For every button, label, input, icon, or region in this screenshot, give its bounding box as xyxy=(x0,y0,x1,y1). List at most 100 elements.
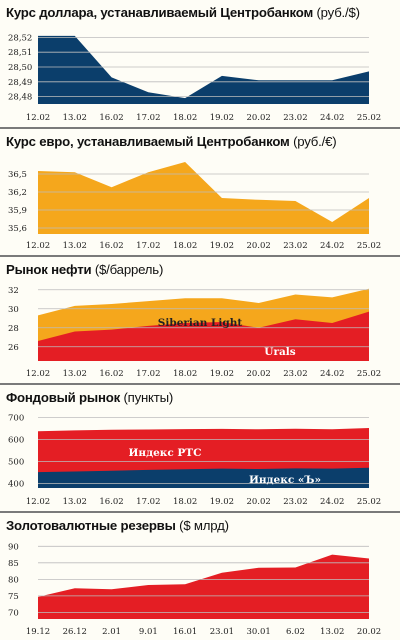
x-tick-label: 12.02 xyxy=(26,113,50,123)
y-tick-label: 600 xyxy=(8,435,24,445)
x-tick-label: 9.01 xyxy=(139,627,158,637)
x-tick-label: 16.02 xyxy=(99,369,123,379)
x-tick-label: 23.02 xyxy=(283,497,307,507)
x-tick-label: 18.02 xyxy=(173,113,197,123)
x-tick-label: 24.02 xyxy=(320,497,344,507)
x-tick-label: 24.02 xyxy=(320,113,344,123)
x-tick-label: 12.02 xyxy=(26,241,50,251)
x-tick-label: 26.12 xyxy=(63,627,87,637)
x-tick-label: 19.02 xyxy=(210,497,234,507)
x-tick-label: 16.02 xyxy=(99,113,123,123)
x-tick-label: 23.01 xyxy=(210,627,234,637)
y-tick-label: 90 xyxy=(8,542,19,552)
x-tick-label: 25.02 xyxy=(357,497,381,507)
usd-panel: Курс доллара, устанавливаемый Центробанк… xyxy=(0,0,400,126)
y-tick-label: 85 xyxy=(8,559,19,569)
y-tick-label: 75 xyxy=(8,592,19,602)
series-label: Индекс РТС xyxy=(129,447,202,459)
x-tick-label: 13.02 xyxy=(63,497,87,507)
eur-title: Курс евро, устанавливаемый Центробанком … xyxy=(6,134,337,149)
separator xyxy=(0,511,400,513)
x-tick-label: 25.02 xyxy=(357,369,381,379)
y-tick-label: 70 xyxy=(8,608,19,618)
x-tick-label: 17.02 xyxy=(136,497,160,507)
y-tick-label: 28,49 xyxy=(8,78,32,88)
x-tick-label: 20.02 xyxy=(246,369,270,379)
y-tick-label: 28 xyxy=(8,324,19,334)
y-tick-label: 400 xyxy=(8,480,24,490)
y-tick-label: 32 xyxy=(8,286,19,296)
x-tick-label: 20.02 xyxy=(246,497,270,507)
y-tick-label: 35,9 xyxy=(8,206,27,216)
x-tick-label: 13.02 xyxy=(63,369,87,379)
y-tick-label: 28,52 xyxy=(8,33,32,43)
x-tick-label: 23.02 xyxy=(283,369,307,379)
x-tick-label: 12.02 xyxy=(26,497,50,507)
x-tick-label: 13.02 xyxy=(63,241,87,251)
stock-title: Фондовый рынок (пункты) xyxy=(6,390,174,405)
eur-chart: 36,5 36,2 35,9 35,6 12.02 13.02 16.02 17.02 18.0… xyxy=(8,162,381,251)
reserves-title: Золотовалютные резервы ($ млрд) xyxy=(6,518,229,533)
oil-panel: Рынок нефти ($/баррель) 32 30 28 26 12.02 13.… xyxy=(0,257,400,382)
x-tick-label: 17.02 xyxy=(136,369,160,379)
series-label: Siberian Light xyxy=(158,317,243,329)
x-tick-label: 16.02 xyxy=(99,241,123,251)
area-series xyxy=(38,554,369,619)
x-tick-label: 18.02 xyxy=(173,369,197,379)
usd-chart: 28,52 28,51 28,50 28,49 28,48 12.02 13.02 16.02… xyxy=(8,33,381,123)
y-tick-label: 36,5 xyxy=(8,170,27,180)
usd-title: Курс доллара, устанавливаемый Центробанк… xyxy=(6,5,360,20)
series-label: Urals xyxy=(264,346,295,358)
y-tick-label: 35,6 xyxy=(8,224,27,234)
y-tick-label: 28,51 xyxy=(8,48,32,58)
stock-panel: Фондовый рынок (пункты) 700 600 500 400 12.0… xyxy=(0,385,400,510)
x-tick-label: 30.01 xyxy=(246,627,270,637)
x-tick-label: 16.02 xyxy=(99,497,123,507)
area-series xyxy=(38,311,369,361)
x-tick-label: 25.02 xyxy=(357,113,381,123)
x-tick-label: 20.02 xyxy=(246,113,270,123)
x-tick-label: 18.02 xyxy=(173,241,197,251)
y-tick-label: 28,50 xyxy=(8,63,32,73)
x-tick-label: 19.02 xyxy=(210,369,234,379)
x-tick-label: 19.02 xyxy=(210,241,234,251)
oil-chart: 32 30 28 26 12.02 13.02 16.02 17.02 18.02 19.02 20… xyxy=(8,286,381,379)
x-tick-label: 24.02 xyxy=(320,241,344,251)
x-tick-label: 24.02 xyxy=(320,369,344,379)
separator xyxy=(0,255,400,257)
area-series xyxy=(38,467,369,488)
x-tick-label: 25.02 xyxy=(357,241,381,251)
x-tick-label: 2.01 xyxy=(102,627,121,637)
x-tick-label: 23.02 xyxy=(283,113,307,123)
x-tick-label: 17.02 xyxy=(136,241,160,251)
reserves-chart: 90 85 80 75 70 19.12 26.12 2.01 9.01 16.01 23.01 30… xyxy=(8,542,381,637)
x-tick-label: 17.02 xyxy=(136,113,160,123)
x-tick-label: 19.12 xyxy=(26,627,50,637)
x-tick-label: 20.02 xyxy=(357,627,381,637)
x-tick-label: 13.02 xyxy=(63,113,87,123)
x-tick-label: 18.02 xyxy=(173,497,197,507)
separator xyxy=(0,383,400,385)
separator xyxy=(0,127,400,129)
eur-panel: Курс евро, устанавливаемый Центробанком … xyxy=(0,129,400,254)
series-label: Индекс «Ъ» xyxy=(249,474,321,486)
y-tick-label: 26 xyxy=(8,343,19,353)
x-tick-label: 6.02 xyxy=(286,627,305,637)
x-tick-label: 20.02 xyxy=(246,241,270,251)
x-tick-label: 12.02 xyxy=(26,369,50,379)
y-tick-label: 36,2 xyxy=(8,188,27,198)
x-tick-label: 19.02 xyxy=(210,113,234,123)
x-tick-label: 16.01 xyxy=(173,627,197,637)
y-tick-label: 80 xyxy=(8,575,19,585)
area-series xyxy=(38,162,369,234)
y-tick-label: 28,48 xyxy=(8,93,32,103)
x-tick-label: 13.02 xyxy=(320,627,344,637)
y-tick-label: 700 xyxy=(8,413,24,423)
y-tick-label: 30 xyxy=(8,305,19,315)
reserves-panel: Золотовалютные резервы ($ млрд) 90 85 80 75… xyxy=(0,513,400,640)
area-series xyxy=(38,35,369,104)
oil-title: Рынок нефти ($/баррель) xyxy=(6,262,164,277)
y-tick-label: 500 xyxy=(8,458,24,468)
x-tick-label: 23.02 xyxy=(283,241,307,251)
